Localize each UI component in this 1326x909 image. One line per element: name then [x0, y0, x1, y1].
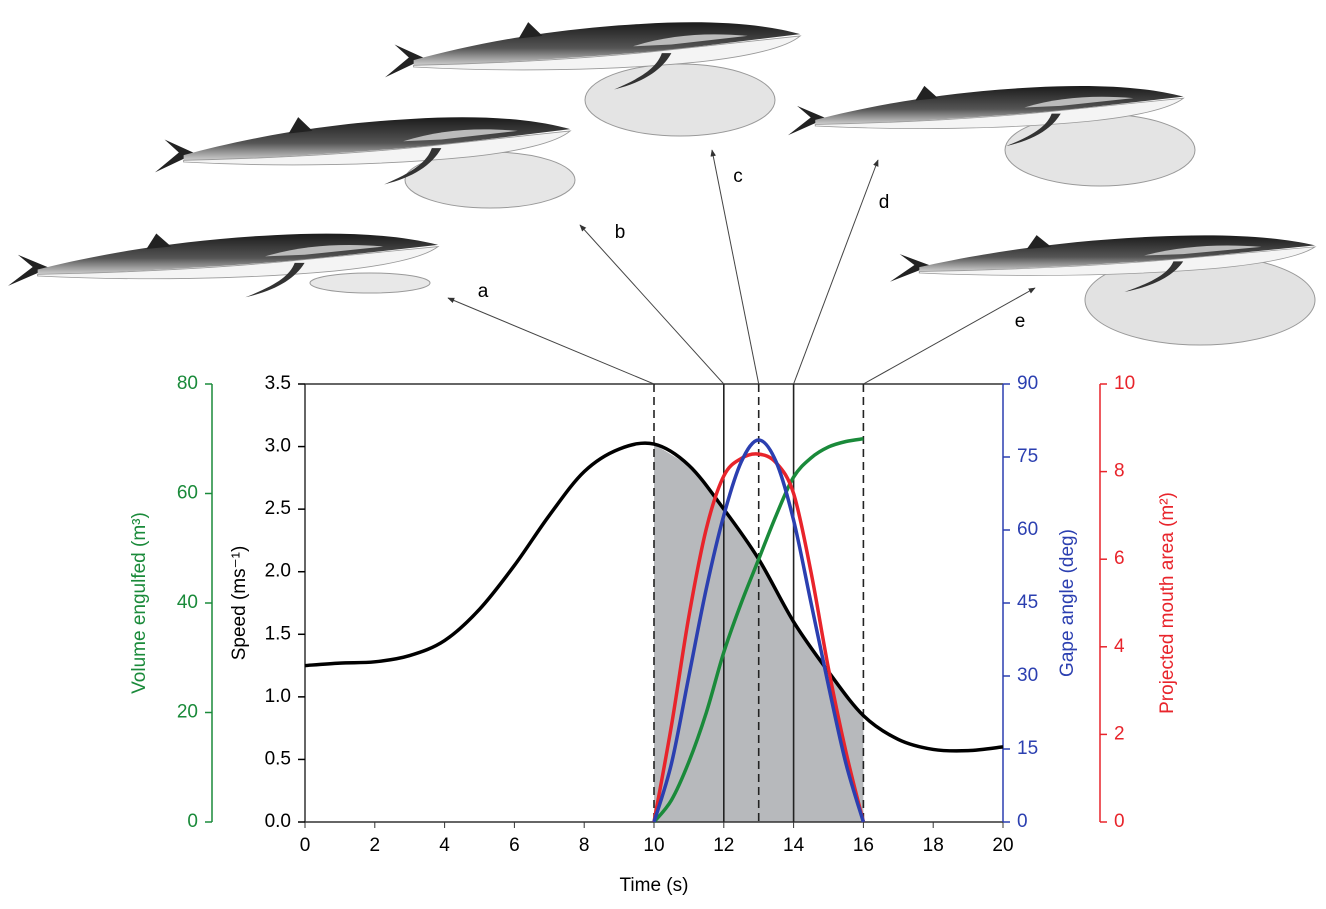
y-tick-label: 3.5 [265, 373, 291, 394]
y2-tick-label: 45 [1017, 592, 1038, 613]
throat-pouch [309, 272, 431, 294]
x-tick-label: 14 [783, 835, 805, 856]
event-arrow [863, 287, 1036, 385]
y-tick-label: 2.5 [265, 498, 291, 519]
y-tick-label: 0.0 [265, 811, 291, 832]
y3-tick-label: 0 [187, 811, 198, 832]
whale-illustrations [8, 21, 1316, 346]
x-tick-label: 16 [853, 835, 874, 856]
y2-tick-label: 30 [1017, 665, 1038, 686]
x-tick-label: 6 [509, 835, 520, 856]
y-tick-label: 1.0 [265, 686, 291, 707]
series-line [304, 441, 1004, 753]
x-axis-label: Time (s) [620, 875, 689, 896]
y2-tick-label: 60 [1017, 519, 1038, 540]
y-tick-label: 1.5 [265, 623, 291, 644]
event-arrow [579, 224, 725, 385]
event-arrow [447, 297, 655, 385]
y3-axis-label: Volume engulfed (m³) [129, 512, 150, 694]
y2-tick-label: 75 [1017, 446, 1038, 467]
y2-tick-label: 0 [1017, 811, 1028, 832]
y-tick-label: 3.0 [265, 436, 291, 457]
y2-tick-label: 15 [1017, 738, 1038, 759]
y4-axis-label: Projected mouth area (m²) [1157, 492, 1178, 714]
event-arrow [793, 159, 879, 385]
x-tick-label: 4 [439, 835, 450, 856]
x-tick-label: 2 [370, 835, 381, 856]
y4-tick-label: 2 [1114, 723, 1125, 744]
x-tick-label: 20 [992, 835, 1013, 856]
x-tick-label: 12 [713, 835, 734, 856]
phase-label: a [478, 281, 489, 302]
y-tick-label: 0.5 [265, 748, 291, 769]
event-arrow [710, 149, 760, 385]
x-tick-label: 10 [643, 835, 664, 856]
series-line [652, 437, 864, 824]
y-tick-label: 2.0 [265, 561, 291, 582]
y3-tick-label: 60 [177, 483, 198, 504]
x-tick-label: 18 [923, 835, 944, 856]
series-line [652, 452, 866, 823]
y4-tick-label: 0 [1114, 811, 1125, 832]
y4-tick-label: 8 [1114, 461, 1125, 482]
y3-tick-label: 40 [177, 592, 198, 613]
y3-tick-label: 20 [177, 702, 198, 723]
y2-axis-label: Gape angle (deg) [1057, 529, 1078, 677]
y4-tick-label: 4 [1114, 636, 1125, 657]
y-axis-label: Speed (ms⁻¹) [229, 546, 250, 661]
phase-label: e [1015, 311, 1026, 332]
x-tick-label: 8 [579, 835, 590, 856]
x-tick-label: 0 [300, 835, 311, 856]
phase-label: d [879, 192, 890, 213]
y3-tick-label: 80 [177, 373, 198, 394]
y4-tick-label: 6 [1114, 548, 1125, 569]
y4-tick-label: 10 [1114, 373, 1135, 394]
phase-label: c [733, 166, 743, 187]
phase-label: b [615, 222, 626, 243]
y2-tick-label: 90 [1017, 373, 1038, 394]
series-line [652, 438, 866, 823]
throat-pouch [584, 63, 776, 137]
